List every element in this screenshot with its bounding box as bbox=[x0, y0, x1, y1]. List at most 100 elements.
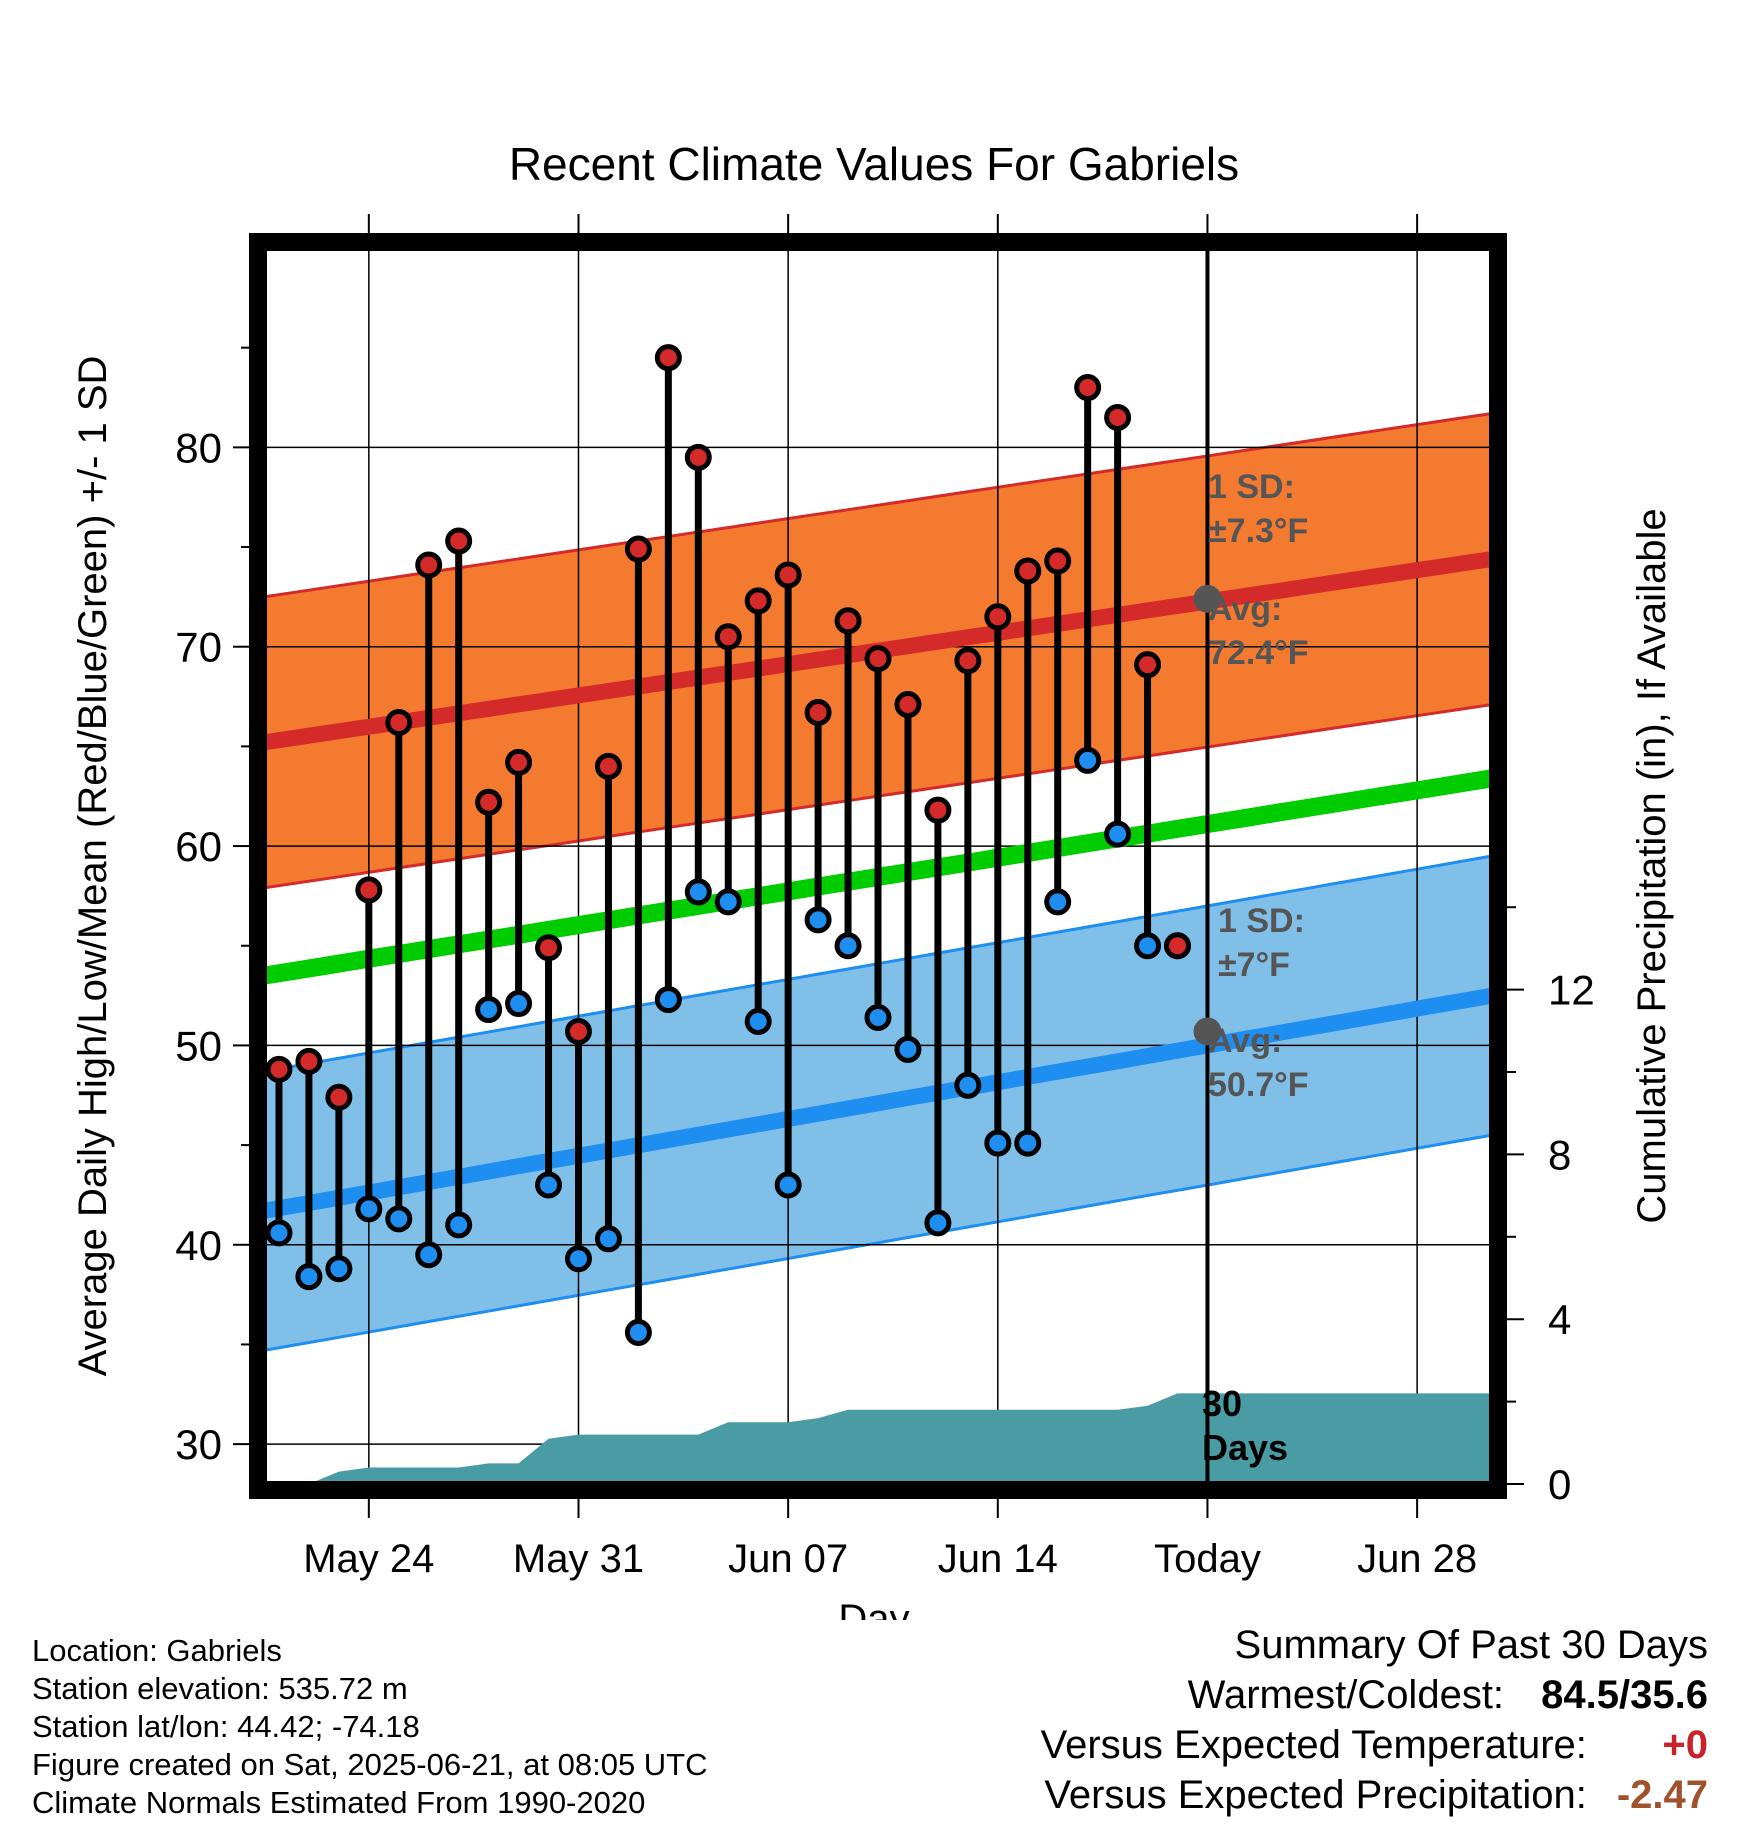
low-temp-marker bbox=[954, 1071, 982, 1099]
low-temp-marker bbox=[295, 1263, 323, 1291]
summary-panel: Summary Of Past 30 Days Warmest/Coldest:… bbox=[1041, 1620, 1708, 1820]
x-tick-label: May 24 bbox=[303, 1537, 434, 1581]
y-tick-label: 30 bbox=[175, 1421, 222, 1468]
observations bbox=[265, 344, 1192, 1346]
today-low-avg-dot bbox=[1193, 1017, 1222, 1046]
high-temp-marker bbox=[714, 623, 742, 651]
x-tick-label: Jun 14 bbox=[938, 1537, 1058, 1581]
high-temp-marker bbox=[894, 691, 922, 719]
chart-title: Recent Climate Values For Gabriels bbox=[509, 138, 1239, 190]
temp-value: +0 bbox=[1662, 1723, 1708, 1767]
high-temp-marker bbox=[1014, 557, 1042, 585]
station-info: Location: Gabriels Station elevation: 53… bbox=[32, 1632, 708, 1822]
low-temp-marker bbox=[385, 1205, 413, 1233]
low-temp-marker bbox=[1074, 746, 1102, 774]
low-temp-marker bbox=[355, 1195, 383, 1223]
high-temp-marker bbox=[295, 1047, 323, 1075]
precip-area bbox=[279, 1393, 1492, 1484]
high-sd-value: ±7.3°F bbox=[1208, 512, 1308, 550]
high-temp-marker bbox=[984, 603, 1012, 631]
low-temp-marker bbox=[684, 878, 712, 906]
latlon-text: Station lat/lon: 44.42; -74.18 bbox=[32, 1709, 420, 1744]
high-temp-marker bbox=[1104, 403, 1132, 431]
high-temp-marker bbox=[924, 796, 952, 824]
x-axis-label: Day bbox=[838, 1597, 909, 1620]
low-temp-marker bbox=[265, 1219, 293, 1247]
temp-label: Versus Expected Temperature: bbox=[1040, 1723, 1587, 1767]
high-temp-marker bbox=[594, 752, 622, 780]
y2-tick-label: 4 bbox=[1548, 1296, 1571, 1343]
normals-text: Climate Normals Estimated From 1990-2020 bbox=[32, 1785, 646, 1820]
high-temp-marker bbox=[684, 443, 712, 471]
warm-cold-value: 84.5/35.6 bbox=[1541, 1673, 1708, 1717]
high-sd-label: 1 SD: bbox=[1208, 468, 1295, 506]
location-text: Location: Gabriels bbox=[32, 1633, 282, 1668]
low-temp-marker bbox=[1014, 1129, 1042, 1157]
x-tick-label: Jun 07 bbox=[728, 1537, 848, 1581]
warm-cold-label: Warmest/Coldest: bbox=[1187, 1673, 1505, 1717]
low-temp-marker bbox=[1134, 932, 1162, 960]
high-temp-marker bbox=[475, 788, 503, 816]
high-temp-marker bbox=[535, 934, 563, 962]
high-temp-marker bbox=[654, 344, 682, 372]
climate-chart: 1 SD: ±7.3°F Avg: 72.4°F 1 SD: ±7°F Avg: 50.7°F… bbox=[71, 138, 1674, 1620]
normal-low-line bbox=[262, 987, 1494, 1219]
high-temp-marker bbox=[1164, 932, 1192, 960]
high-temp-marker bbox=[744, 587, 772, 615]
low-avg-value: 50.7°F bbox=[1208, 1066, 1309, 1104]
low-temp-marker bbox=[594, 1225, 622, 1253]
high-temp-marker bbox=[1074, 374, 1102, 402]
low-temp-marker bbox=[325, 1255, 353, 1283]
low-sd-value: ±7°F bbox=[1218, 946, 1290, 984]
low-sd-band-lower-edge bbox=[263, 1133, 1493, 1352]
low-temp-marker bbox=[505, 990, 533, 1018]
precip-label: Versus Expected Precipitation: bbox=[1044, 1773, 1587, 1817]
high-avg-value: 72.4°F bbox=[1208, 634, 1309, 672]
y-tick-label: 70 bbox=[175, 624, 222, 671]
low-temp-marker bbox=[834, 932, 862, 960]
y2-tick-label: 12 bbox=[1548, 967, 1595, 1014]
high-temp-marker bbox=[1044, 547, 1072, 575]
low-temp-marker bbox=[445, 1211, 473, 1239]
high-temp-marker bbox=[505, 748, 533, 776]
y2-tick-label: 8 bbox=[1548, 1131, 1571, 1178]
y2-tick-label: 0 bbox=[1548, 1461, 1571, 1508]
low-temp-marker bbox=[714, 888, 742, 916]
annotations: 1 SD: ±7.3°F Avg: 72.4°F 1 SD: ±7°F Avg: 50.7°F… bbox=[1193, 248, 1309, 1484]
low-temp-marker bbox=[924, 1209, 952, 1237]
elevation-text: Station elevation: 535.72 m bbox=[32, 1671, 408, 1706]
warm-cold-row: Warmest/Coldest: 84.5/35.6 bbox=[1041, 1670, 1708, 1720]
high-temp-marker bbox=[774, 561, 802, 589]
high-temp-marker bbox=[834, 607, 862, 635]
x-tick-label: Today bbox=[1154, 1537, 1261, 1581]
low-temp-marker bbox=[535, 1171, 563, 1199]
high-temp-marker bbox=[355, 876, 383, 904]
low-temp-marker bbox=[984, 1129, 1012, 1157]
today-high-avg-dot bbox=[1193, 584, 1222, 613]
low-temp-marker bbox=[1104, 820, 1132, 848]
y-tick-label: 40 bbox=[175, 1222, 222, 1269]
high-temp-marker bbox=[804, 698, 832, 726]
high-temp-marker bbox=[385, 708, 413, 736]
y2-axis-label: Cumulative Precipitation (in), If Availa… bbox=[1630, 508, 1674, 1223]
high-avg-label: Avg: bbox=[1208, 590, 1282, 628]
high-temp-marker bbox=[445, 527, 473, 555]
high-temp-marker bbox=[864, 645, 892, 673]
low-temp-marker bbox=[1044, 888, 1072, 916]
high-temp-marker bbox=[1134, 651, 1162, 679]
low-temp-marker bbox=[415, 1241, 443, 1269]
high-temp-marker bbox=[265, 1055, 293, 1083]
x-tick-label: Jun 28 bbox=[1357, 1537, 1477, 1581]
y-tick-label: 50 bbox=[175, 1022, 222, 1069]
temp-row: Versus Expected Temperature: +0 bbox=[1041, 1720, 1708, 1770]
low-sd-label: 1 SD: bbox=[1218, 902, 1305, 940]
precip-label-line2: Days bbox=[1202, 1427, 1288, 1468]
low-temp-marker bbox=[864, 1004, 892, 1032]
low-temp-marker bbox=[654, 986, 682, 1014]
plot-frame bbox=[249, 233, 1507, 1499]
high-temp-marker bbox=[325, 1083, 353, 1111]
x-tick-label: May 31 bbox=[513, 1537, 644, 1581]
precip-row: Versus Expected Precipitation: -2.47 bbox=[1041, 1770, 1708, 1820]
low-temp-marker bbox=[774, 1171, 802, 1199]
precipitation-area bbox=[279, 1393, 1492, 1484]
